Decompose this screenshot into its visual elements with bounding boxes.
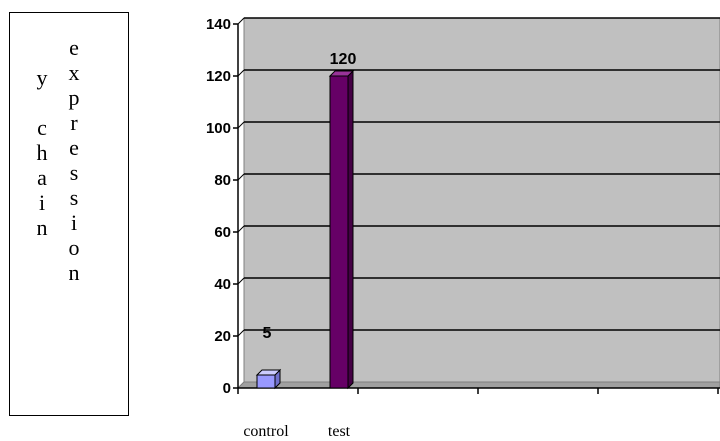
y-tick-label: 0 [223,380,231,397]
bar-control [256,374,276,389]
y-axis-label-letter: e [69,135,79,160]
y-tick-label: 140 [206,16,231,33]
y-tick-label: 120 [206,68,231,85]
y-axis-label-letter: a [37,165,47,190]
gridline-diagonal [237,17,245,25]
gridline-diagonal [237,225,245,233]
y-tick-label: 20 [214,328,231,345]
y-axis-label-letter: i [70,210,78,235]
y-tick-label: 80 [214,172,231,189]
bar-side-test [347,69,354,390]
y-tick-label: 60 [214,224,231,241]
data-label-test: 120 [330,51,357,68]
data-label-control: 5 [263,325,272,342]
y-axis-label-letter: x [68,60,80,85]
gridline-diagonal [237,277,245,285]
x-category-label-test: test [328,423,351,440]
gridline-diagonal [237,121,245,129]
y-axis-label-letter: p [68,85,80,110]
y-tick-label: 40 [214,276,231,293]
gridline-diagonal [237,173,245,181]
y-axis-label-letter: n [68,260,80,285]
y-axis-label-letter: i [38,190,46,215]
plot-area [236,17,720,389]
gridline-diagonal [237,69,245,77]
gridline-diagonal [237,329,245,337]
x-category-label-control: control [243,423,289,440]
y-axis-label-letter: c [37,115,47,140]
plot-floor [236,381,720,389]
y-axis-label-letter: s [69,160,79,185]
y-axis-label-letter: o [68,235,80,260]
y-tick-label: 100 [206,120,231,137]
y-axis-label-letter: s [69,185,79,210]
y-axis-label-letter: r [70,110,78,135]
y-axis-label-letter: y [36,65,48,90]
y-axis-label-letter: n [36,215,48,240]
y-axis-label-letter: e [69,35,79,60]
bar-test [329,75,349,389]
y-axis-label-letter: h [36,140,48,165]
